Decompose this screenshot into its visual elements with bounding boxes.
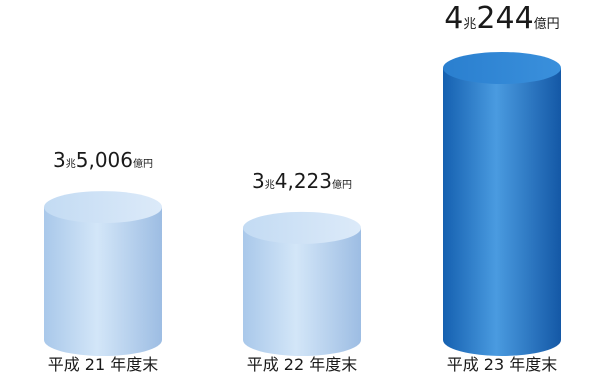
value-cho: 3 xyxy=(53,148,66,172)
category-label-3: 平成 23 年度末 xyxy=(447,355,558,374)
category-label-1: 平成 21 年度末 xyxy=(48,355,159,374)
bar-body-3 xyxy=(443,68,561,356)
value-oku: 5,006 xyxy=(76,148,133,172)
value-oku: 4,223 xyxy=(275,169,332,193)
value-oku: 244 xyxy=(476,1,533,36)
value-cho: 3 xyxy=(252,169,265,193)
value-label-2: 3兆4,223億円 xyxy=(252,169,352,193)
bar-top-2 xyxy=(243,211,361,244)
bar-top-3 xyxy=(443,52,561,84)
category-label-2: 平成 22 年度末 xyxy=(247,355,358,374)
value-cho-unit: 兆 xyxy=(66,158,76,170)
bar-top-1 xyxy=(44,191,162,224)
bar-body-1 xyxy=(44,207,162,356)
bars-group xyxy=(44,52,561,356)
bar-body-2 xyxy=(243,227,361,356)
value-label-1: 3兆5,006億円 xyxy=(53,148,153,172)
value-label-3: 4兆244億円 xyxy=(444,1,559,36)
value-oku-unit: 億円 xyxy=(133,157,153,170)
value-cho-unit: 兆 xyxy=(463,17,476,32)
value-oku-unit: 億円 xyxy=(534,16,560,32)
value-cho-unit: 兆 xyxy=(265,179,275,191)
value-oku-unit: 億円 xyxy=(332,178,352,191)
value-cho: 4 xyxy=(444,1,463,36)
